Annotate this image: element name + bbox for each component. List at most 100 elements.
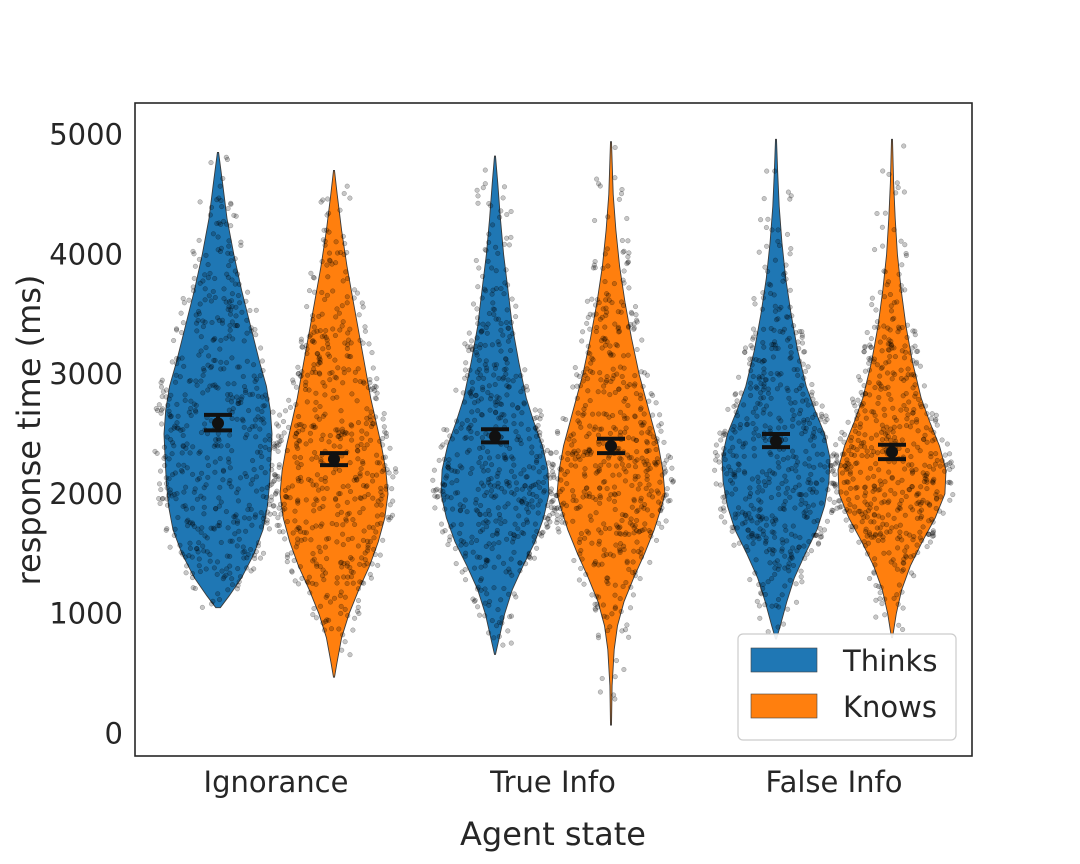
data-point xyxy=(619,512,625,518)
data-point xyxy=(927,539,933,545)
data-point xyxy=(780,456,786,462)
data-point xyxy=(382,429,388,435)
data-point xyxy=(771,530,777,536)
data-point xyxy=(617,409,624,415)
data-point xyxy=(879,449,885,455)
data-point xyxy=(341,370,347,376)
data-point xyxy=(639,422,645,428)
data-point xyxy=(669,465,675,471)
data-point xyxy=(890,429,896,435)
data-point xyxy=(174,425,180,431)
data-point xyxy=(775,624,781,630)
data-point xyxy=(264,485,270,491)
data-point xyxy=(588,517,594,523)
data-point xyxy=(874,525,880,531)
data-point xyxy=(187,450,193,456)
data-point xyxy=(319,521,325,527)
data-point xyxy=(599,345,605,351)
data-point xyxy=(885,325,891,331)
data-point xyxy=(868,501,874,507)
data-point xyxy=(530,482,536,488)
data-point xyxy=(555,476,561,482)
data-point xyxy=(596,300,602,306)
data-point xyxy=(578,547,584,554)
data-point xyxy=(350,627,356,633)
data-point xyxy=(860,401,866,407)
data-point xyxy=(367,414,373,420)
data-point xyxy=(337,436,344,442)
data-point xyxy=(235,364,241,370)
data-point xyxy=(887,291,893,298)
data-point xyxy=(853,524,859,530)
data-point xyxy=(196,237,202,243)
data-point xyxy=(872,556,878,562)
data-point xyxy=(615,324,621,330)
data-point xyxy=(239,309,245,315)
data-point xyxy=(512,521,518,527)
data-point xyxy=(755,400,761,406)
data-point xyxy=(848,438,854,444)
data-point xyxy=(613,426,619,432)
data-point xyxy=(485,519,491,525)
data-point xyxy=(731,525,737,531)
data-point xyxy=(942,468,948,474)
data-point xyxy=(871,359,877,365)
data-point xyxy=(253,549,259,555)
data-point xyxy=(344,563,350,569)
data-point xyxy=(602,479,608,485)
data-point xyxy=(354,608,361,614)
data-point xyxy=(378,489,384,495)
data-point xyxy=(864,502,870,508)
data-point xyxy=(601,411,607,417)
data-point xyxy=(339,426,345,432)
data-point xyxy=(909,483,915,490)
data-point xyxy=(595,635,602,641)
data-point xyxy=(894,566,900,572)
data-point xyxy=(611,491,617,497)
data-point xyxy=(511,531,517,537)
data-point xyxy=(814,481,820,487)
data-point xyxy=(822,419,828,425)
data-point xyxy=(868,435,875,441)
data-point xyxy=(584,528,590,534)
data-point xyxy=(713,442,719,448)
data-point xyxy=(198,529,204,536)
data-point xyxy=(158,384,165,390)
data-point xyxy=(899,324,905,331)
data-point xyxy=(859,403,865,409)
data-point xyxy=(458,521,464,527)
data-point xyxy=(746,534,752,540)
data-point xyxy=(260,367,266,374)
plot-frame xyxy=(134,102,973,757)
data-point xyxy=(747,356,753,362)
data-point xyxy=(252,512,259,518)
data-point xyxy=(890,557,896,563)
data-point xyxy=(487,512,493,518)
data-point xyxy=(652,460,658,466)
y-axis-label: response time (ms) xyxy=(10,275,48,586)
data-point xyxy=(576,577,582,583)
data-point xyxy=(621,268,627,274)
data-point xyxy=(813,532,819,538)
data-point xyxy=(337,327,343,333)
data-point xyxy=(593,328,599,335)
data-point xyxy=(756,484,762,490)
data-point xyxy=(284,519,290,525)
data-point xyxy=(867,342,873,348)
data-point xyxy=(878,383,884,389)
data-point xyxy=(187,520,193,526)
data-point xyxy=(517,560,523,566)
data-point xyxy=(790,562,797,569)
data-point xyxy=(911,552,917,559)
data-point xyxy=(268,497,274,503)
data-point xyxy=(473,392,479,399)
data-point xyxy=(513,314,519,320)
data-point xyxy=(645,429,651,435)
data-point xyxy=(236,364,242,370)
data-point xyxy=(331,595,338,601)
data-point xyxy=(886,171,892,177)
data-point xyxy=(551,505,557,511)
data-point xyxy=(866,380,872,386)
data-point xyxy=(153,406,159,412)
data-point xyxy=(515,405,521,411)
